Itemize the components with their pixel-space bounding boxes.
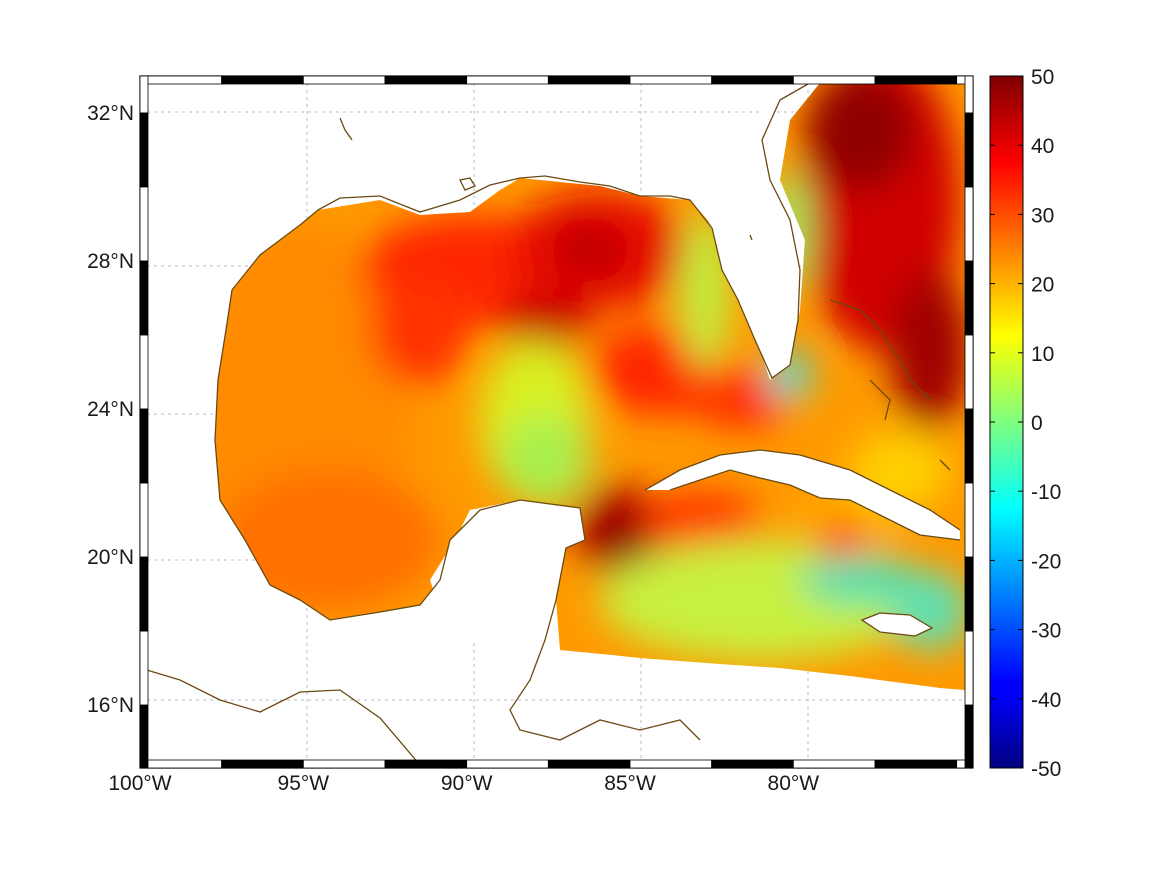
border-segment [302, 75, 386, 85]
border-segment [547, 75, 631, 85]
colorbar-tick-label: -10 [1031, 481, 1061, 504]
border-segment [139, 630, 149, 706]
map-border [139, 75, 974, 769]
x-tick-label: 90°W [441, 772, 493, 795]
border-segment [964, 408, 974, 484]
border-segment [139, 759, 223, 769]
y-tick-label: 32°N [87, 102, 134, 125]
border-segment [139, 482, 149, 558]
border-segment [964, 186, 974, 262]
border-segment [964, 75, 974, 114]
border-segment [964, 704, 974, 769]
border-segment [964, 630, 974, 706]
y-tick-label: 20°N [87, 546, 134, 569]
y-axis: 32°N 28°N 24°N 20°N 16°N [87, 102, 134, 717]
colorbar-tick-label: 50 [1031, 66, 1054, 89]
border-segment [139, 186, 149, 262]
border-segment [466, 759, 549, 769]
border-segment [964, 334, 974, 410]
border-segment [792, 759, 876, 769]
border-segment [964, 112, 974, 188]
border-segment [302, 759, 386, 769]
border-segment [874, 75, 958, 85]
y-tick-label: 28°N [87, 250, 134, 273]
border-segment [711, 75, 794, 85]
colorbar-tick-label: -50 [1031, 758, 1061, 781]
y-tick-label: 24°N [87, 398, 134, 421]
x-tick-label: 85°W [604, 772, 656, 795]
border-segment [139, 408, 149, 484]
border-segment [139, 260, 149, 336]
x-axis: 100°W 95°W 90°W 85°W 80°W [108, 772, 819, 795]
border-segment [792, 75, 876, 85]
colorbar-tick-label: -40 [1031, 689, 1061, 712]
x-tick-label: 95°W [278, 772, 330, 795]
colorbar-ticks: 50 40 30 20 10 0 -10 -20 -30 -40 -50 [990, 66, 1061, 781]
land [430, 83, 960, 650]
border-segment [139, 704, 149, 769]
x-tick-label: 100°W [108, 772, 171, 795]
border-segment [629, 75, 713, 85]
border-segment [139, 75, 223, 85]
border-segment [221, 759, 304, 769]
border-segment [139, 75, 149, 114]
border-segment [711, 759, 794, 769]
colorbar-tick-label: 10 [1031, 343, 1054, 366]
border-segment [139, 556, 149, 632]
colorbar-tick-label: 20 [1031, 274, 1054, 297]
coastlines [140, 79, 961, 766]
border-segment [964, 482, 974, 558]
border-segment [466, 75, 549, 85]
colorbar-tick-label: 0 [1031, 412, 1043, 435]
border-segment [874, 759, 958, 769]
border-segment [139, 334, 149, 410]
y-tick-label: 16°N [87, 694, 134, 717]
border-segment [384, 759, 468, 769]
border-segment [964, 556, 974, 632]
border-segment [964, 260, 974, 336]
border-segment [221, 75, 304, 85]
colorbar-tick-label: -20 [1031, 550, 1061, 573]
border-segment [547, 759, 631, 769]
border-segment [629, 759, 713, 769]
border-segment [384, 75, 468, 85]
colorbar-tick-label: 30 [1031, 204, 1054, 227]
border-segment [139, 112, 149, 188]
colorbar [989, 75, 1024, 769]
colorbar-tick-label: -30 [1031, 620, 1061, 643]
colorbar-tick-label: 40 [1031, 135, 1054, 158]
x-tick-label: 80°W [768, 772, 820, 795]
